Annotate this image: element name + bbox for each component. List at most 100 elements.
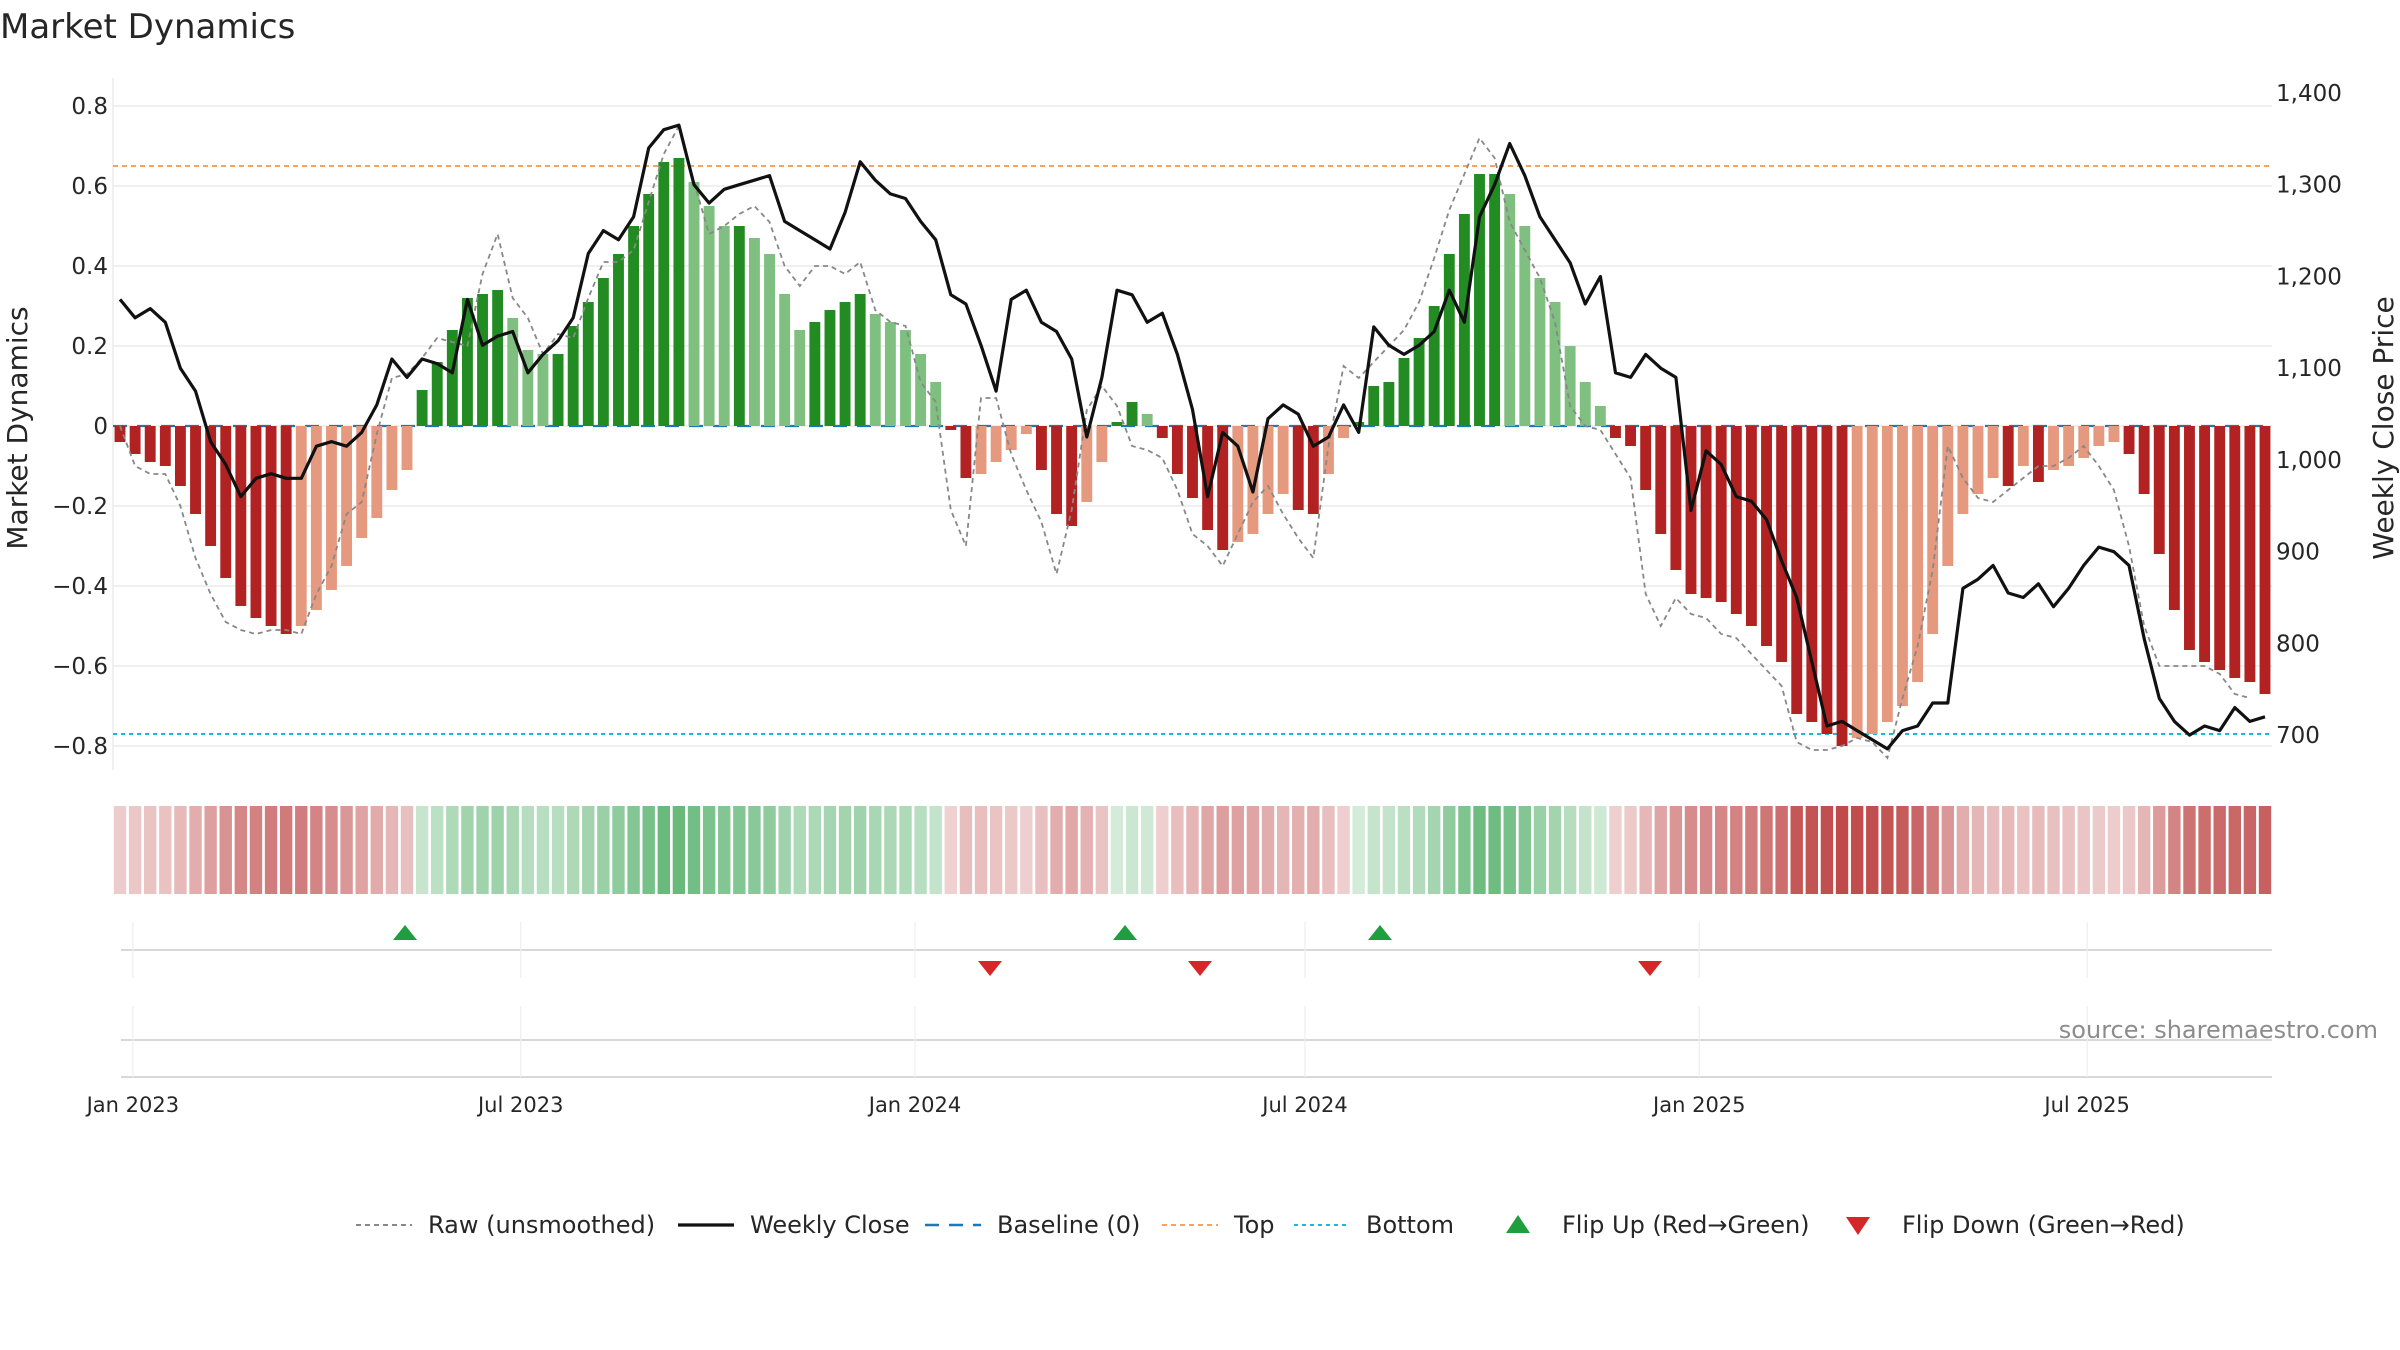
dynamics-bar: [2108, 426, 2120, 442]
heat-strip-cell: [1020, 806, 1033, 894]
heat-strip-cell: [853, 806, 867, 894]
heat-strip-cell: [295, 806, 308, 894]
left-tick-label: 0.4: [71, 254, 108, 280]
heat-strip-cell: [2228, 806, 2241, 894]
heat-strip-cell: [1050, 806, 1063, 894]
dynamics-bar: [1700, 426, 1712, 598]
heat-strip-cell: [929, 806, 942, 894]
heat-strip-cell: [1533, 806, 1547, 894]
dynamics-bar: [733, 226, 745, 426]
legend-label-top: Top: [1233, 1211, 1275, 1239]
legend-swatch-flip-down: [1846, 1217, 1870, 1235]
heat-strip-cell: [687, 806, 701, 894]
dynamics-bar: [794, 330, 806, 426]
dynamics-bar: [990, 426, 1002, 462]
dynamics-bar: [945, 426, 957, 430]
dynamics-bar: [1413, 338, 1425, 426]
heat-strip-cell: [355, 806, 368, 894]
heat-strip-cell: [974, 806, 988, 894]
heat-strip-cell: [1095, 806, 1109, 894]
left-tick-label: −0.4: [52, 574, 108, 600]
dynamics-bar: [1610, 426, 1621, 438]
heat-strip-cell: [597, 806, 610, 894]
right-tick-label: 700: [2276, 723, 2320, 749]
dynamics-bar: [114, 426, 126, 442]
dynamics-bar: [2153, 426, 2165, 554]
legend-label-flip_down: Flip Down (Green→Red): [1902, 1211, 2185, 1239]
heat-strip-cell: [2002, 806, 2015, 894]
heat-strip-cell: [2258, 806, 2272, 894]
dynamics-bar: [1836, 426, 1848, 746]
heat-strip-cell: [627, 806, 640, 894]
heat-strip-cell: [1322, 806, 1335, 894]
heat-strip-cell: [461, 806, 474, 894]
heat-strip-cell: [128, 806, 142, 894]
heat-strip-cell: [1639, 806, 1652, 894]
heat-strip-cell: [1156, 806, 1169, 894]
right-tick-label: 1,000: [2276, 448, 2342, 474]
heat-strip-cell: [279, 806, 293, 894]
legend-label-raw: Raw (unsmoothed): [428, 1211, 655, 1239]
dynamics-bar: [2259, 426, 2271, 694]
x-tick-label: Jul 2025: [2042, 1093, 2129, 1117]
heat-strip-cell: [2213, 806, 2226, 894]
dynamics-bar: [522, 350, 534, 426]
dynamics-bar: [1066, 426, 1078, 526]
heat-strip-cell: [1594, 806, 1607, 894]
legend-label-flip_up: Flip Up (Red→Green): [1562, 1211, 1810, 1239]
left-tick-label: −0.2: [52, 494, 108, 520]
dynamics-bar: [2214, 426, 2226, 670]
heat-strip-cell: [446, 806, 459, 894]
x-tick-label: Jul 2024: [1260, 1093, 1347, 1117]
heat-strip-cell: [2153, 806, 2166, 894]
dynamics-bar: [930, 382, 942, 426]
heat-strip-cell: [1911, 806, 1924, 894]
dynamics-bar: [2123, 426, 2135, 454]
dynamics-bar: [280, 426, 292, 634]
heat-strip-cell: [1866, 806, 1879, 894]
heat-strip-cell: [2137, 806, 2151, 894]
dynamics-bar: [2078, 426, 2090, 458]
flip-up-marker: [1368, 925, 1392, 940]
dynamics-bar: [900, 330, 911, 426]
dynamics-bar: [2032, 426, 2044, 482]
dynamics-bar: [1579, 382, 1591, 426]
heat-strip-cell: [869, 806, 882, 894]
dynamics-bar: [975, 426, 987, 474]
heat-strip-cell: [1337, 806, 1350, 894]
heat-strip-cell: [249, 806, 263, 894]
dynamics-bar: [144, 426, 156, 462]
dynamics-bar: [597, 278, 609, 426]
dynamics-bar: [1036, 426, 1047, 470]
dynamics-bar: [2184, 426, 2195, 650]
heat-strip-cell: [718, 806, 731, 894]
dynamics-bar: [1715, 426, 1727, 602]
dynamics-bar: [1051, 426, 1062, 514]
heat-strip-cell: [1563, 806, 1577, 894]
heat-strip-cell: [1488, 806, 1501, 894]
dynamics-bar: [1655, 426, 1667, 534]
dynamics-bar: [1957, 426, 1969, 514]
dynamics-bar: [703, 206, 715, 426]
dynamics-bar: [643, 194, 655, 426]
dynamics-bar: [371, 426, 383, 518]
left-tick-label: −0.6: [52, 654, 108, 680]
heat-strip-cell: [1412, 806, 1426, 894]
dynamics-bar: [1489, 174, 1501, 426]
dynamics-bar: [2138, 426, 2150, 494]
right-tick-label: 1,100: [2276, 356, 2342, 382]
heat-strip-cell: [1201, 806, 1214, 894]
dynamics-bar: [1670, 426, 1682, 570]
heat-strip-cell: [1125, 806, 1139, 894]
dynamics-bar: [1821, 426, 1833, 734]
dynamics-bar: [1912, 426, 1924, 682]
heat-strip-cell: [1745, 806, 1758, 894]
heat-strip-cell: [642, 806, 655, 894]
heat-strip-cell: [702, 806, 716, 894]
dynamics-bar: [764, 254, 775, 426]
heat-strip-cell: [1896, 806, 1909, 894]
dynamics-bar: [1307, 426, 1319, 514]
dynamics-bar: [613, 254, 624, 426]
dynamics-bar: [386, 426, 398, 490]
heat-strip-cell: [1730, 806, 1743, 894]
